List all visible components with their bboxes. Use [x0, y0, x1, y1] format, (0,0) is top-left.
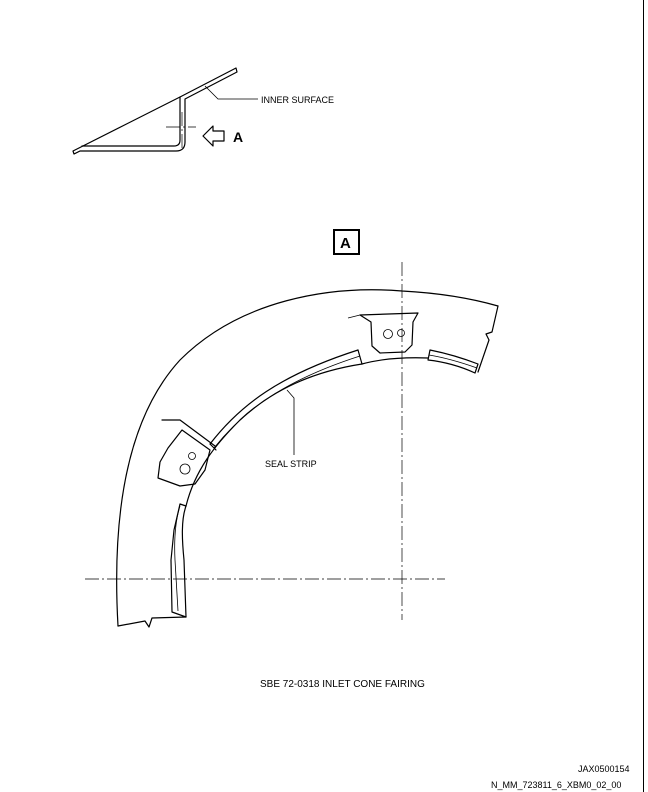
upper-bracket	[347, 312, 419, 354]
sheet-border	[643, 0, 644, 792]
left-bracket	[157, 429, 211, 487]
view-box-label: A	[340, 235, 351, 252]
view-a-arrow: A	[202, 125, 243, 147]
seal-strip-callout: SEAL STRIP	[265, 389, 317, 469]
figure-caption: SBE 72-0318 INLET CONE FAIRING	[260, 679, 425, 690]
view-arrow-label: A	[233, 129, 243, 145]
fairing-section-view	[72, 67, 238, 155]
inner-surface-callout: INNER SURFACE	[204, 85, 334, 105]
view-a-box: A	[333, 229, 360, 255]
figure-id: JAX0500154	[578, 764, 630, 774]
seal-strip-label: SEAL STRIP	[265, 459, 317, 469]
file-reference: N_MM_723811_6_XBM0_02_00	[491, 780, 621, 790]
inner-surface-label: INNER SURFACE	[261, 95, 334, 105]
fairing-arc-segment	[116, 289, 499, 628]
